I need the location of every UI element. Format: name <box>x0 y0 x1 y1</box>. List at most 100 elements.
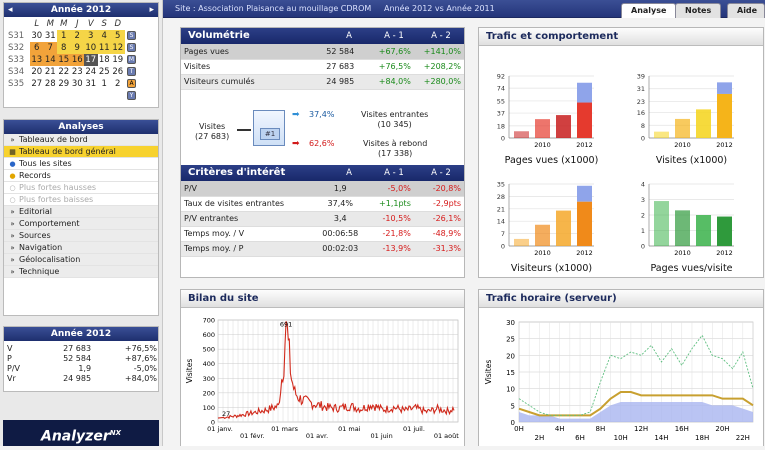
calendar-day[interactable]: 21 <box>44 67 56 77</box>
calendar-day[interactable]: 24 <box>85 67 97 77</box>
nav-item-tous-les-sites[interactable]: ● Tous les sites <box>4 158 158 170</box>
period-t-icon[interactable]: T <box>127 67 136 76</box>
nav-item-comportement[interactable]: » Comportement <box>4 218 158 230</box>
nav-item-sources[interactable]: » Sources <box>4 230 158 242</box>
calendar-day[interactable]: 12 <box>111 42 125 54</box>
calendar-day[interactable]: 3 <box>84 30 98 42</box>
y-tick-label: 28 <box>497 193 505 201</box>
period-icon[interactable]: M <box>125 54 139 66</box>
week-number[interactable]: S31 <box>8 31 25 41</box>
summary-row: V 27 683 +76,5% <box>7 344 157 354</box>
period-icon[interactable]: T <box>125 66 139 78</box>
y-tick-label: 74 <box>497 85 505 93</box>
bar-2012 <box>577 201 592 246</box>
cell-a1: -5,0% <box>363 181 414 197</box>
bar-2010 <box>535 119 550 138</box>
calendar-day[interactable]: 30 <box>71 79 83 89</box>
period-icon[interactable]: S <box>125 42 139 54</box>
calendar-day[interactable]: 14 <box>43 54 57 66</box>
nav-item-label: Plus fortes hausses <box>19 183 97 192</box>
tab-analyse[interactable]: Analyse <box>621 3 677 18</box>
y-tick-label: 0 <box>641 135 645 143</box>
year-icon[interactable]: Y <box>127 91 136 100</box>
calendar-day[interactable]: 31 <box>85 79 97 89</box>
nav-item-tableaux-de-bord[interactable]: » Tableaux de bord <box>4 134 158 146</box>
nav-item-g-olocalisation[interactable]: » Géolocalisation <box>4 254 158 266</box>
calendar-day[interactable]: 9 <box>70 42 84 54</box>
calendar-day[interactable]: 27 <box>31 79 43 89</box>
summary-p: -5,0% <box>133 364 157 373</box>
calendar-day[interactable]: 8 <box>57 42 71 54</box>
y-tick-label: 55 <box>497 97 505 105</box>
x-tick-label: 2012 <box>576 141 593 149</box>
period-icon[interactable]: A <box>125 78 139 90</box>
week-number[interactable]: S32 <box>8 43 25 53</box>
x-tick-label: 2010 <box>534 141 551 149</box>
nav-item-editorial[interactable]: » Editorial <box>4 206 158 218</box>
calendar-day[interactable]: 6 <box>30 42 44 54</box>
forecast-bar <box>717 82 732 94</box>
cell-a2: +141,0% <box>413 44 464 60</box>
calendar-day[interactable]: 30 <box>31 31 43 41</box>
bar-2012 <box>717 93 732 138</box>
period-s-icon[interactable]: S <box>127 31 136 40</box>
y-tick-label: 92 <box>497 73 505 81</box>
nav-item-records[interactable]: ● Records <box>4 170 158 182</box>
calendar-day[interactable]: 28 <box>44 79 56 89</box>
week-number[interactable]: S33 <box>8 55 25 65</box>
calendar-day[interactable]: 10 <box>84 42 98 54</box>
nav-item-label: Technique <box>19 267 60 276</box>
calendar-day[interactable]: 2 <box>115 79 121 89</box>
calendar-day[interactable]: 13 <box>30 54 44 66</box>
calendar-day[interactable]: 17 <box>84 54 98 66</box>
calendar-day[interactable]: 25 <box>98 67 110 77</box>
period-m-icon[interactable]: M <box>127 55 136 64</box>
nav-item-label: Comportement <box>19 219 80 228</box>
nav-item-navigation[interactable]: » Navigation <box>4 242 158 254</box>
calendar-day[interactable]: 19 <box>112 55 124 65</box>
chevron-double-down-icon: » <box>10 232 15 240</box>
week-number[interactable]: S34 <box>8 67 25 77</box>
calendar-day[interactable]: 7 <box>43 42 57 54</box>
volumetrie-panel: Volumétrie A A - 1 A - 2 Pages vues 52 58… <box>180 27 465 278</box>
nav-item-plus-fortes-hausses: ○ Plus fortes hausses <box>4 182 158 194</box>
col-a1: A - 1 <box>384 31 404 41</box>
calendar-day[interactable]: 2 <box>70 30 84 42</box>
nav-item-tableau-de-bord-g-n-ral[interactable]: ▦ Tableau de bord général <box>4 146 158 158</box>
calendar-day[interactable]: 15 <box>57 54 71 66</box>
calendar-day[interactable]: 26 <box>112 67 124 77</box>
calendar-day[interactable]: 18 <box>98 55 110 65</box>
bilan-panel: Bilan du site 0 100 200 300 400 500 600 700 01 j… <box>180 289 465 446</box>
calendar-day[interactable]: 1 <box>57 30 71 42</box>
summary-v: 52 584 <box>63 354 92 363</box>
calendar-day[interactable]: 16 <box>70 54 84 66</box>
calendar-day[interactable]: 5 <box>111 30 125 42</box>
x-tick-label: 10H <box>614 434 628 442</box>
calendar-day[interactable]: 22 <box>58 67 70 77</box>
prev-year-icon[interactable]: ◂ <box>8 5 13 15</box>
calendar-day[interactable]: 20 <box>31 67 43 77</box>
calendar-day[interactable]: 1 <box>101 79 107 89</box>
calendar-day[interactable]: 4 <box>97 30 111 42</box>
calendar-day[interactable]: 23 <box>71 67 83 77</box>
bar-2012 <box>577 102 592 138</box>
bilan-title: Bilan du site <box>181 290 464 308</box>
calendar-day[interactable]: 31 <box>44 31 56 41</box>
period-icon[interactable]: Y <box>125 90 139 102</box>
next-year-icon[interactable]: ▸ <box>149 5 154 15</box>
bar-2012 <box>717 216 732 246</box>
period-s-icon[interactable]: S <box>127 43 136 52</box>
calendar-day[interactable]: 29 <box>58 79 70 89</box>
tab-notes[interactable]: Notes <box>675 3 722 18</box>
period-a-icon[interactable]: A <box>127 79 136 88</box>
period-icon[interactable]: S <box>125 30 139 42</box>
calendar-day[interactable]: 11 <box>97 42 111 54</box>
volumetrie-title: Volumétrie <box>188 30 250 41</box>
nav-item-technique[interactable]: » Technique <box>4 266 158 278</box>
y-tick-label: 18 <box>497 122 505 130</box>
chevron-double-down-icon: » <box>10 220 15 228</box>
tab-aide[interactable]: Aide <box>727 3 765 18</box>
week-number[interactable]: S35 <box>8 79 25 89</box>
y-axis-label: Visites <box>185 359 194 384</box>
